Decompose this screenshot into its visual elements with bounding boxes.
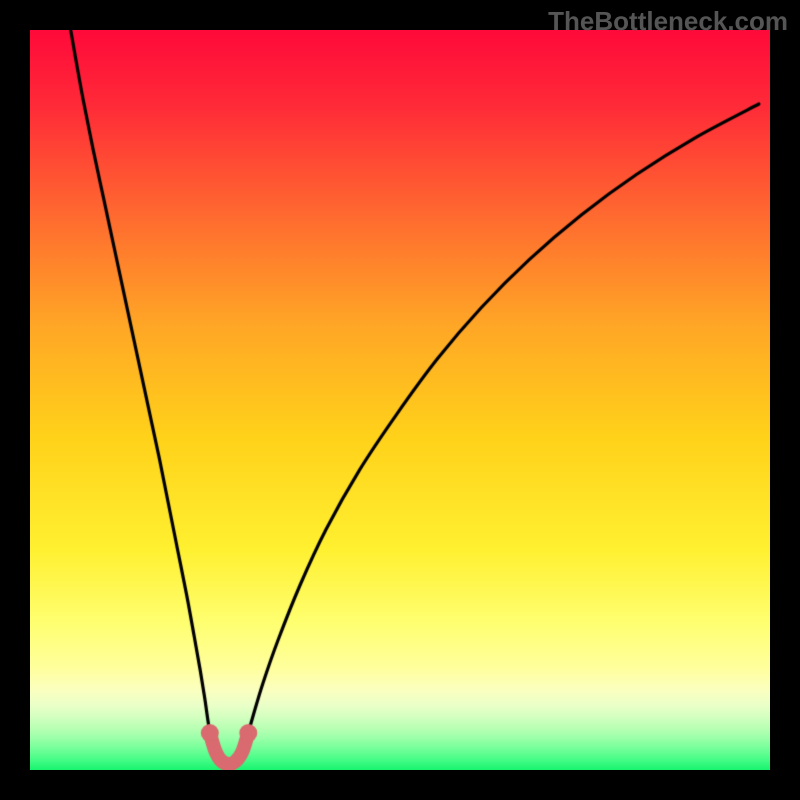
watermark-text: TheBottleneck.com bbox=[548, 6, 788, 37]
chart-stage: TheBottleneck.com bbox=[0, 0, 800, 800]
plot-area bbox=[30, 30, 770, 770]
plot-canvas bbox=[30, 30, 770, 770]
